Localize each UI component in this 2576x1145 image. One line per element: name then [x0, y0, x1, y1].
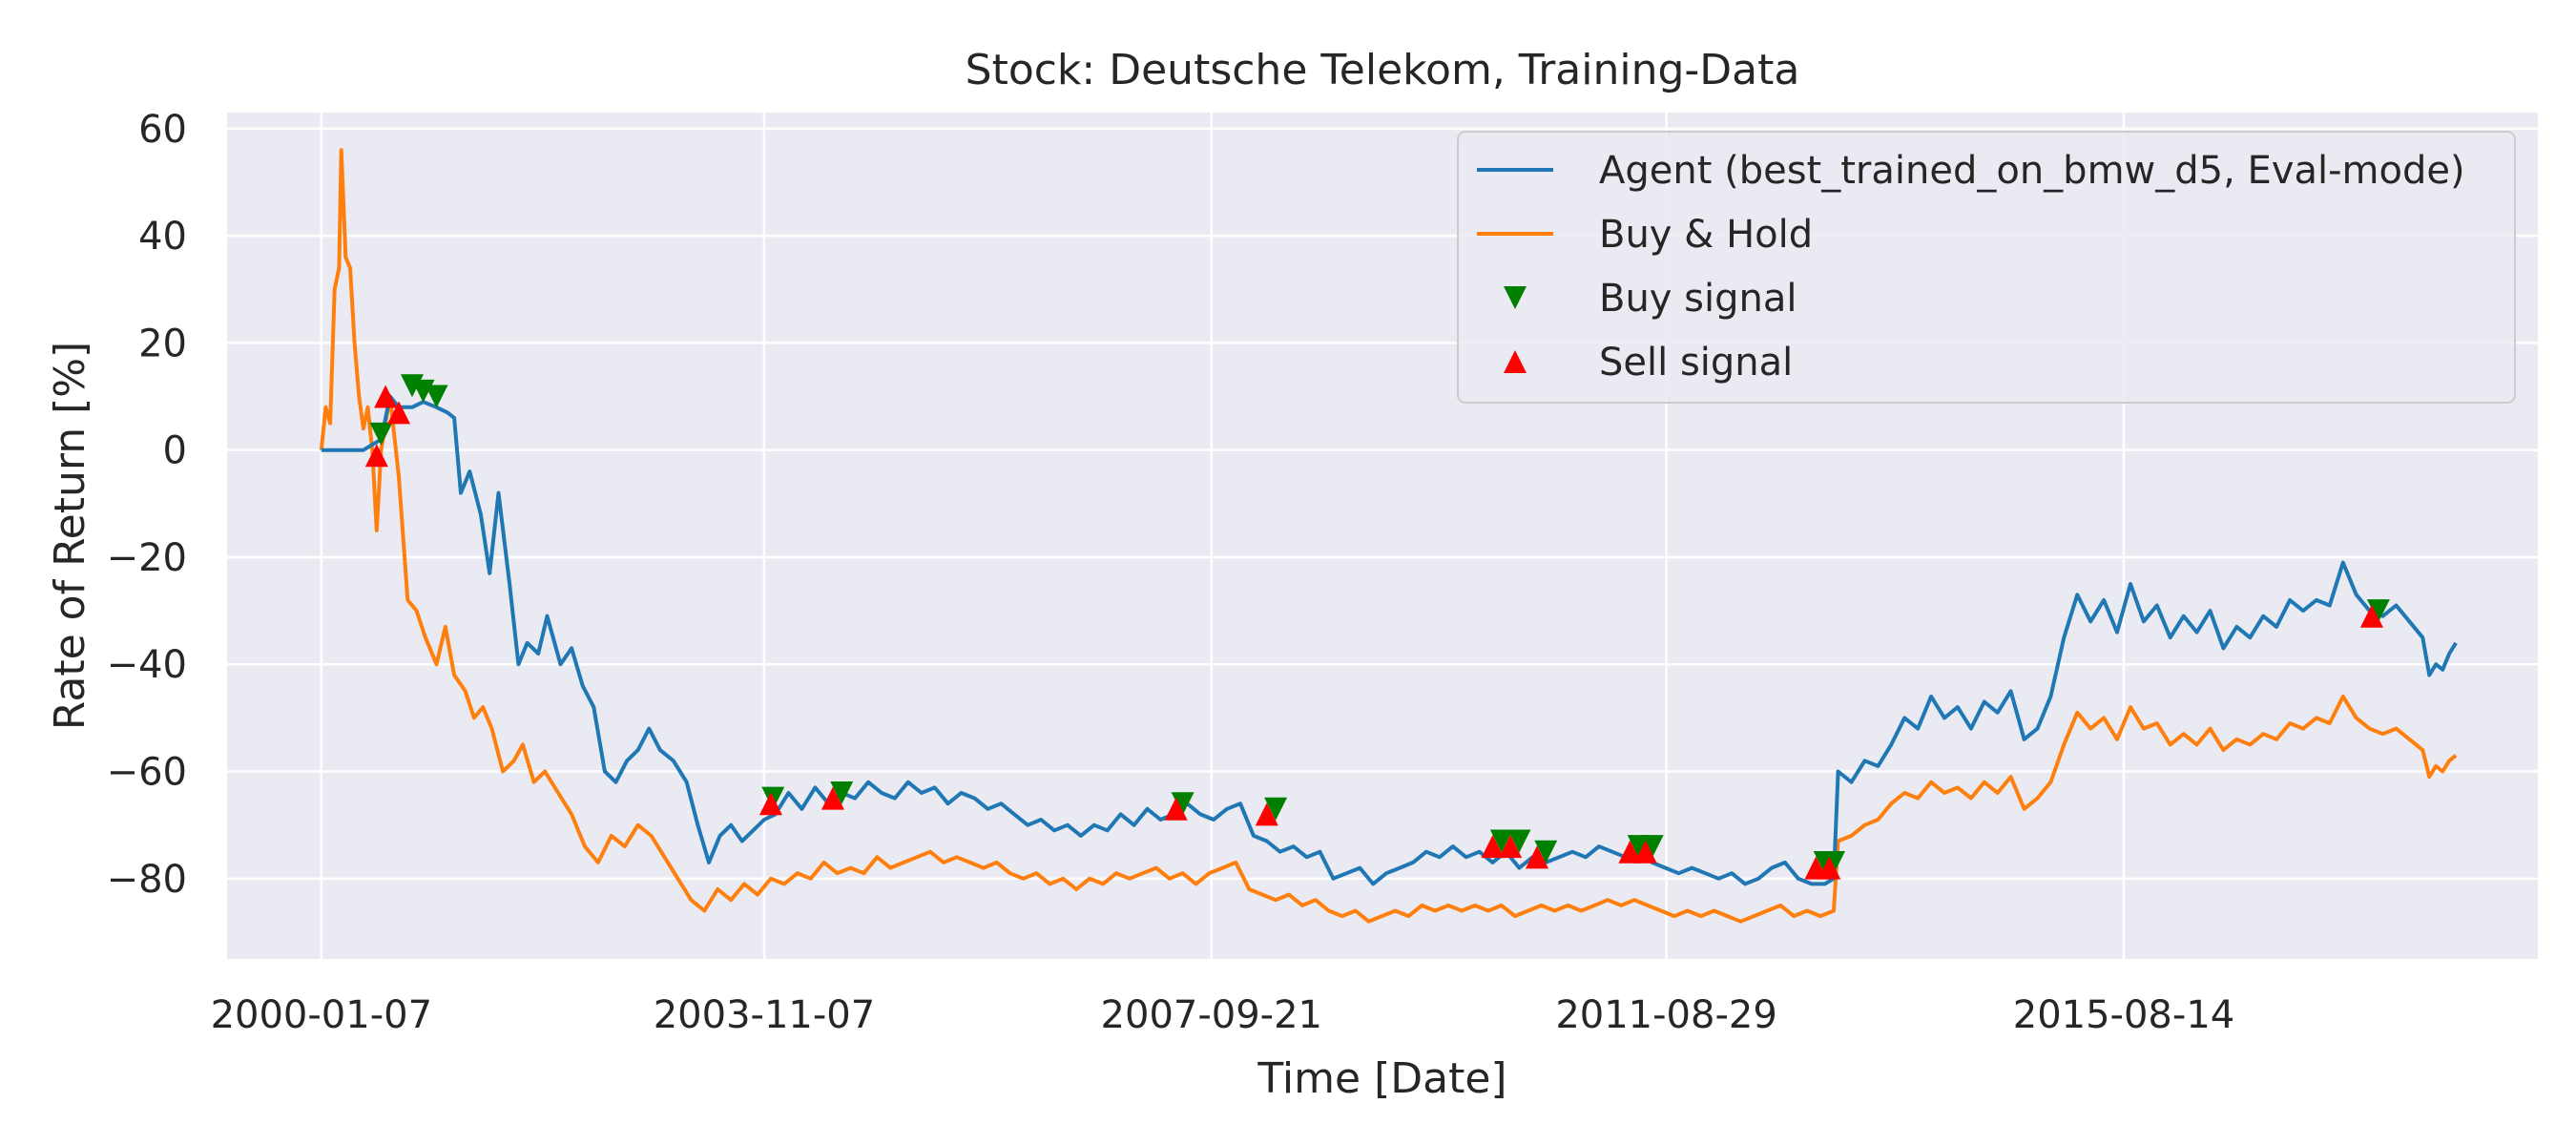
sell-signal-marker [1818, 856, 1841, 880]
y-tick-label: 20 [138, 322, 187, 365]
y-tick-label: −20 [107, 536, 187, 580]
sell-signal-marker [1481, 835, 1505, 859]
sell-signal-marker [1255, 802, 1278, 826]
x-axis: 2000-01-07 2003-11-07 2007-09-21 2011-08-29… [211, 993, 2235, 1037]
y-axis: 60 40 20 0 −20 −40 −60 −80 [107, 108, 187, 902]
buy-signal-marker [369, 422, 393, 446]
y-tick-label: 40 [138, 215, 187, 259]
buy-signal-marker [425, 385, 448, 408]
buy-signal-marker [830, 781, 854, 804]
sell-signal-marker [821, 786, 844, 810]
buy-signal-marker [1534, 840, 1558, 864]
x-axis-label: Time [Date] [1257, 1054, 1506, 1103]
x-tick-label: 2000-01-07 [211, 993, 432, 1037]
sell-signal-marker [1525, 845, 1548, 869]
sell-signal-marker [1164, 797, 1188, 821]
agent-line [321, 394, 2458, 886]
legend-buy-signal-swatch [1504, 286, 1527, 309]
series-layer [319, 148, 2458, 924]
buy-signal-marker [1640, 835, 1664, 859]
sell-signal-marker [1618, 840, 1642, 864]
buy-signal-marker [1821, 850, 1845, 874]
x-tick-label: 2011-08-29 [1555, 993, 1776, 1037]
sell-signal-marker [364, 444, 388, 468]
buy-signal-marker [1507, 829, 1531, 853]
legend: Agent (best_trained_on_bmw_d5, Eval-mode… [1457, 131, 2516, 404]
buy-signal-marker [1489, 829, 1513, 853]
sell-signal-marker [374, 385, 398, 408]
marker-layer [364, 374, 2390, 880]
y-tick-label: 0 [163, 429, 187, 473]
sell-signal-marker [1499, 835, 1523, 859]
y-tick-label: 60 [138, 108, 187, 152]
buy-signal-marker [1171, 792, 1195, 816]
x-tick-label: 2007-09-21 [1101, 993, 1322, 1037]
sell-signal-marker [2359, 604, 2383, 628]
legend-sell-signal-swatch [1504, 350, 1527, 373]
x-tick-label: 2015-08-14 [2013, 993, 2234, 1037]
sell-signal-marker [1633, 840, 1657, 864]
y-tick-label: −80 [107, 858, 187, 902]
legend-sell-signal-label: Sell signal [1599, 341, 1793, 385]
y-tick-label: −40 [107, 643, 187, 687]
y-axis-label: Rate of Return [%] [46, 342, 94, 730]
sell-signal-marker [758, 792, 782, 816]
sell-signal-marker [387, 401, 411, 425]
legend-buy-hold-label: Buy & Hold [1599, 213, 1813, 257]
buy-signal-marker [1264, 797, 1288, 821]
buy-signal-marker [2366, 599, 2390, 623]
y-tick-label: −60 [107, 751, 187, 795]
legend-buy-signal-label: Buy signal [1599, 277, 1797, 321]
buy-hold-line [319, 148, 2458, 924]
chart-title: Stock: Deutsche Telekom, Training-Data [966, 46, 1800, 94]
legend-box [1457, 131, 2516, 404]
legend-agent-label: Agent (best_trained_on_bmw_d5, Eval-mode… [1599, 149, 2465, 193]
x-tick-label: 2003-11-07 [654, 993, 875, 1037]
